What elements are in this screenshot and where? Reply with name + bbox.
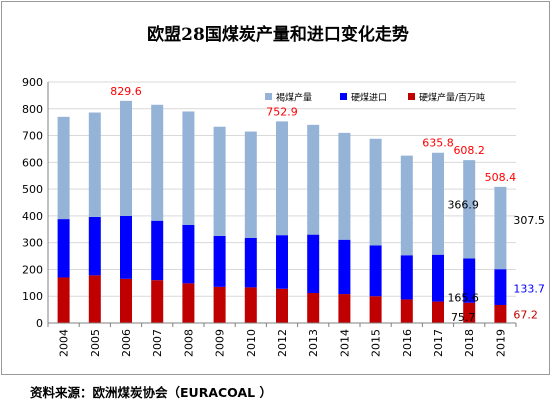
bar-segment <box>244 131 257 238</box>
bar-segment <box>276 235 288 289</box>
axes <box>47 82 516 324</box>
bar-segment <box>182 283 195 323</box>
bar-segment <box>432 301 444 323</box>
bar-segment <box>369 296 382 323</box>
x-tick-label: 2014 <box>338 329 351 357</box>
total-label: 508.4 <box>485 171 517 184</box>
bar-segment <box>463 160 476 259</box>
segment-label: 307.5 <box>513 214 545 227</box>
coal-chart: 欧盟28国煤炭产量和进口变化走势 0 100 200 300 400 500 600 700 8… <box>22 24 545 357</box>
bar-segment <box>213 286 226 323</box>
x-tick-label: 2019 <box>494 329 507 357</box>
y-tick-label: 300 <box>22 237 43 250</box>
segment-label: 133.7 <box>513 282 545 295</box>
x-tick-label: 2007 <box>151 329 164 357</box>
bar-segment <box>88 112 101 217</box>
y-tick-label: 900 <box>22 76 43 89</box>
segment-label: 67.2 <box>513 309 538 322</box>
segment-label: 366.9 <box>447 198 479 211</box>
y-tick-label: 500 <box>22 183 43 196</box>
x-tick-label: 2013 <box>307 329 320 357</box>
bar-segment <box>213 235 226 287</box>
bar-segment <box>369 138 382 246</box>
bar-segment <box>338 132 351 240</box>
bar-segment <box>338 294 351 323</box>
bar-segment <box>400 255 413 300</box>
bar-segment <box>494 186 507 270</box>
bar-segment <box>244 237 257 288</box>
y-tick-label: 600 <box>22 156 43 169</box>
x-tick-label: 2015 <box>370 329 383 357</box>
legend-swatch <box>340 93 347 100</box>
segment-label: 75.7 <box>451 311 476 324</box>
legend-label: 硬煤进口 <box>351 92 387 104</box>
legend-swatch <box>265 93 272 100</box>
y-tick-label: 200 <box>22 263 43 276</box>
total-label: 829.6 <box>110 85 142 98</box>
total-label: 635.8 <box>422 137 454 150</box>
bar-segment <box>120 100 132 216</box>
y-tick-label: 700 <box>22 130 43 143</box>
x-tick-label: 2009 <box>214 329 227 357</box>
bar-segment <box>182 224 195 284</box>
segment-label: 165.6 <box>447 291 479 304</box>
x-axis-ticks: 2004 2005 2006 2007 2008 2009 2010 2012 2013 2014… <box>47 323 517 357</box>
x-tick-label: 2006 <box>120 329 133 357</box>
bar-segment <box>338 239 351 295</box>
bar-segment <box>151 104 164 221</box>
x-tick-label: 2018 <box>463 329 476 357</box>
bar-segment <box>88 275 101 323</box>
bar-segment <box>432 254 444 302</box>
legend: 褐煤产量 硬煤进口 硬煤产量/百万吨 <box>265 92 485 104</box>
bar-segment <box>494 305 507 323</box>
bar-segment <box>307 234 320 294</box>
bar-segment <box>151 220 164 281</box>
bar-segment <box>276 121 288 236</box>
legend-label: 褐煤产量 <box>276 92 312 104</box>
bar-segment <box>400 155 413 256</box>
bar-segment <box>151 280 164 323</box>
x-tick-label: 2004 <box>58 329 71 357</box>
bar-segment <box>494 269 507 306</box>
legend-label: 硬煤产量/百万吨 <box>419 92 485 104</box>
bar-segment <box>432 152 444 255</box>
bar-segment <box>463 258 476 303</box>
x-tick-label: 2010 <box>245 329 258 357</box>
total-label: 608.2 <box>453 144 485 157</box>
legend-swatch <box>408 93 415 100</box>
chart-frame: 欧盟28国煤炭产量和进口变化走势 0 100 200 300 400 500 600 700 8… <box>1 1 550 375</box>
bar-segment <box>307 293 320 323</box>
bar-segment <box>307 124 320 235</box>
bars <box>57 100 507 323</box>
y-tick-label: 400 <box>22 210 43 223</box>
source-note: 资料来源：欧洲煤炭协会（EURACOAL ） <box>30 385 272 400</box>
bar-segment <box>276 288 288 323</box>
y-axis-ticks: 0 100 200 300 400 500 600 700 800 900 <box>22 76 43 330</box>
x-tick-label: 2016 <box>401 329 414 357</box>
bar-segment <box>88 216 101 276</box>
bar-segment <box>57 116 70 220</box>
bar-segment <box>400 299 413 323</box>
bar-segment <box>213 126 226 236</box>
chart-title: 欧盟28国煤炭产量和进口变化走势 <box>147 24 409 45</box>
bar-segment <box>120 215 132 279</box>
x-tick-label: 2005 <box>89 329 102 357</box>
y-tick-label: 0 <box>36 317 43 330</box>
total-label: 752.9 <box>266 105 298 118</box>
bar-segment <box>369 245 382 297</box>
bar-segment <box>244 287 257 323</box>
bar-segment <box>57 277 70 323</box>
bar-segment <box>463 302 476 323</box>
x-tick-label: 2008 <box>182 329 195 357</box>
bar-segment <box>120 278 132 323</box>
bar-segment <box>57 219 70 278</box>
x-tick-label: 2012 <box>276 329 289 357</box>
bar-segment <box>182 111 195 225</box>
y-tick-label: 800 <box>22 103 43 116</box>
y-tick-label: 100 <box>22 290 43 303</box>
x-tick-label: 2017 <box>432 329 445 357</box>
